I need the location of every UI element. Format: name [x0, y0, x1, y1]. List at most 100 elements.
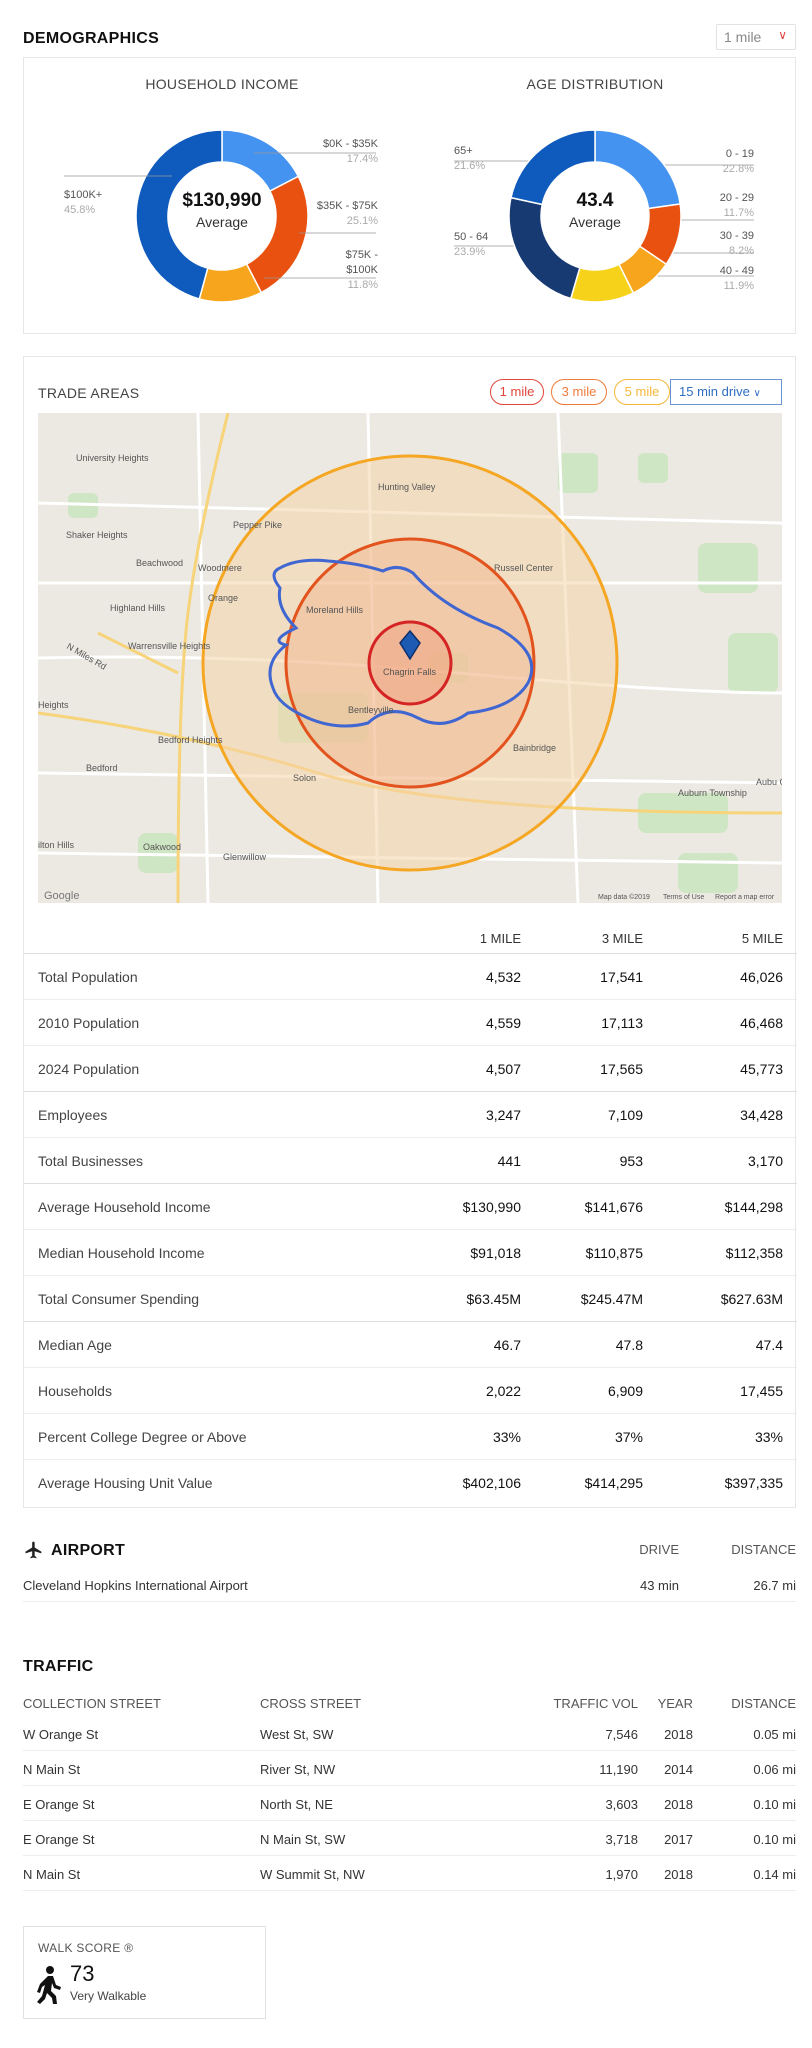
- traffic-row: E Orange St N Main St, SW 3,718 2017 0.10 mi: [23, 1821, 796, 1856]
- stats-row-label: 2010 Population: [38, 1015, 140, 1031]
- walk-score-title: WALK SCORE ®: [38, 1941, 134, 1955]
- pedestrian-icon: [37, 1966, 61, 2004]
- stats-row: Households 2,022 6,909 17,455: [24, 1367, 797, 1413]
- airport-title: AIRPORT: [51, 1542, 126, 1559]
- stats-value: 46,468: [740, 1015, 783, 1031]
- column-5-mile: 5 MILE: [741, 931, 783, 946]
- stats-header: 1 MILE 3 MILE 5 MILE: [24, 923, 797, 953]
- traffic-cell: 11,190: [599, 1762, 638, 1777]
- stats-row-label: Total Businesses: [38, 1153, 144, 1169]
- svg-text:Terms of Use: Terms of Use: [663, 894, 704, 901]
- trade-area-map[interactable]: Chagrin Falls University Heights Shaker …: [38, 413, 782, 903]
- stats-value: 34,428: [740, 1107, 783, 1123]
- stats-row: Percent College Degree or Above 33% 37% 33%: [24, 1413, 797, 1459]
- map-attribution[interactable]: Map data ©2019 Terms of Use Report a map…: [598, 893, 775, 901]
- household-income-slice-3[interactable]: [135, 129, 223, 300]
- drive-time-select[interactable]: 15 min drive ∨: [670, 379, 782, 405]
- traffic-cell: W Orange St: [23, 1727, 99, 1742]
- stats-row-label: Median Age: [38, 1337, 112, 1353]
- stats-value: 441: [497, 1153, 521, 1169]
- stats-value: 7,109: [607, 1107, 643, 1123]
- stats-row: Total Consumer Spending $63.45M $245.47M $6…: [24, 1275, 797, 1321]
- household-income-donut: [135, 129, 309, 303]
- traffic-cell: 1,970: [605, 1867, 638, 1882]
- traffic-row: E Orange St North St, NE 3,603 2018 0.10 mi: [23, 1786, 796, 1821]
- stats-value: 17,541: [600, 969, 643, 985]
- svg-text:Moreland Hills: Moreland Hills: [306, 605, 364, 615]
- traffic-cell: 0.10 mi: [753, 1797, 796, 1812]
- trade-areas-title: TRADE AREAS: [38, 385, 140, 401]
- hi-label-0-35k: $0K - $35K 17.4%: [322, 138, 378, 165]
- stats-value: 2,022: [485, 1383, 521, 1399]
- stats-row-label: Total Consumer Spending: [38, 1291, 200, 1307]
- stats-row-label: Households: [38, 1383, 112, 1399]
- traffic-cell: North St, NE: [260, 1797, 333, 1812]
- stats-value: 3,170: [747, 1153, 783, 1169]
- traffic-title: TRAFFIC: [23, 1658, 94, 1675]
- stats-value: $130,990: [462, 1199, 521, 1215]
- drive-time-value: 15 min drive: [679, 384, 750, 399]
- column-3-mile: 3 MILE: [601, 931, 643, 946]
- stats-value: 45,773: [740, 1061, 783, 1077]
- drive-time-polygon: [268, 558, 534, 728]
- pill-1-mile[interactable]: 1 mile: [490, 379, 544, 405]
- age-label-40-49: 40 - 49 11.9%: [719, 265, 754, 292]
- svg-text:Bedford: Bedford: [86, 763, 118, 773]
- traffic-cell: 3,603: [605, 1797, 638, 1812]
- svg-text:Hunting Valley: Hunting Valley: [378, 482, 436, 492]
- svg-text:Auburn Township: Auburn Township: [678, 788, 747, 798]
- traffic-cell: 0.06 mi: [753, 1762, 796, 1777]
- stats-row-label: Average Housing Unit Value: [38, 1475, 213, 1491]
- age-distribution-slice-5[interactable]: [510, 129, 596, 206]
- svg-text:Russell Center: Russell Center: [494, 563, 553, 573]
- traffic-cell: 2018: [664, 1797, 693, 1812]
- radius-select[interactable]: 1 mile ∨: [716, 24, 796, 50]
- stats-value: 3,247: [485, 1107, 521, 1123]
- location-pin-icon[interactable]: [399, 629, 421, 661]
- traffic-row: W Orange St West St, SW 7,546 2018 0.05 mi: [23, 1716, 796, 1751]
- stats-value: $245.47M: [580, 1291, 643, 1307]
- stats-row: Median Age 46.7 47.8 47.4: [24, 1321, 797, 1367]
- traffic-cell: 2017: [664, 1832, 693, 1847]
- age-distribution-center: 43.4 Average: [520, 190, 670, 230]
- traffic-cell: West St, SW: [260, 1727, 334, 1742]
- stats-row: Median Household Income $91,018 $110,875 $1…: [24, 1229, 797, 1275]
- stats-value: 46.7: [493, 1337, 521, 1353]
- traffic-cell: 7,546: [605, 1727, 638, 1742]
- household-income-average-label: Average: [196, 214, 248, 230]
- pill-5-mile[interactable]: 5 mile: [614, 379, 670, 405]
- stats-row-label: 2024 Population: [38, 1061, 140, 1077]
- stats-value: $110,875: [585, 1245, 643, 1261]
- demographics-header: DEMOGRAPHICS 1 mile ∨: [23, 22, 796, 58]
- drive-header: DRIVE: [639, 1542, 679, 1557]
- traffic-cell: 2018: [664, 1867, 693, 1882]
- svg-text:Oakwood: Oakwood: [143, 842, 181, 852]
- demographics-card: HOUSEHOLD INCOME $130,990 Average $0K - …: [23, 58, 796, 334]
- stats-row: 2024 Population 4,507 17,565 45,773: [24, 1045, 797, 1091]
- age-distribution-donut: [508, 129, 682, 303]
- stats-value: $112,358: [725, 1245, 783, 1261]
- traffic-cell: 2014: [664, 1762, 693, 1777]
- stats-value: 47.4: [755, 1337, 783, 1353]
- age-average-label: Average: [569, 214, 621, 230]
- svg-text:Bedford Heights: Bedford Heights: [158, 735, 223, 745]
- stats-value: 4,532: [485, 969, 521, 985]
- svg-text:Solon: Solon: [293, 773, 316, 783]
- traffic-cell: 0.10 mi: [753, 1832, 796, 1847]
- household-income-center: $130,990 Average: [147, 190, 297, 230]
- pill-3-mile[interactable]: 3 mile: [551, 379, 607, 405]
- distance-header: DISTANCE: [731, 1542, 796, 1557]
- stats-row: Employees 3,247 7,109 34,428: [24, 1091, 797, 1137]
- map-canvas[interactable]: Chagrin Falls University Heights Shaker …: [38, 413, 782, 903]
- stats-value: 46,026: [740, 969, 783, 985]
- google-logo: Google: [44, 890, 79, 902]
- chevron-down-icon: ∨: [753, 388, 761, 399]
- walk-score-description: Very Walkable: [70, 1989, 147, 2003]
- stats-value: $63.45M: [466, 1291, 521, 1307]
- svg-text:Warrensville Heights: Warrensville Heights: [128, 641, 211, 651]
- traffic-cell: W Summit St, NW: [260, 1867, 365, 1882]
- svg-text:Map data ©2019: Map data ©2019: [598, 893, 650, 901]
- svg-text:Glenwillow: Glenwillow: [223, 852, 267, 862]
- stats-value: 17,455: [740, 1383, 783, 1399]
- svg-text:Bainbridge: Bainbridge: [513, 743, 556, 753]
